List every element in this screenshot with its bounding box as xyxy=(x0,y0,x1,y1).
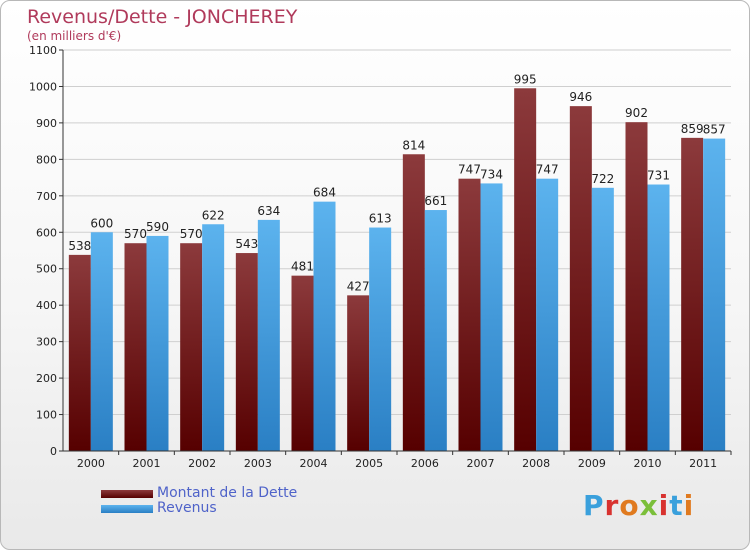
bar-dette-2008 xyxy=(514,88,537,451)
y-tick-label-900: 900 xyxy=(36,117,57,130)
data-label-revenus-2011: 857 xyxy=(703,123,726,137)
bar-revenus-2005 xyxy=(369,227,392,451)
data-label-revenus-2010: 731 xyxy=(647,169,670,183)
x-tick-label-2007: 2007 xyxy=(467,457,495,470)
bar-dette-2005 xyxy=(347,295,370,451)
bar-revenus-2011 xyxy=(703,138,726,452)
bar-revenus-2001 xyxy=(146,235,169,451)
y-tick-label-300: 300 xyxy=(36,336,57,349)
x-tick-label-2008: 2008 xyxy=(522,457,550,470)
legend-swatch-revenus xyxy=(101,505,153,513)
data-label-revenus-2001: 590 xyxy=(146,220,169,234)
y-tick-label-100: 100 xyxy=(36,409,57,422)
data-label-revenus-2009: 722 xyxy=(591,172,614,186)
legend-label-revenus: Revenus xyxy=(157,500,217,516)
x-tick-label-2004: 2004 xyxy=(300,457,328,470)
legend-label-dette: Montant de la Dette xyxy=(157,485,298,501)
data-label-revenus-2003: 634 xyxy=(257,204,280,218)
bar-dette-2000 xyxy=(68,254,91,451)
data-label-dette-2000: 538 xyxy=(68,239,91,253)
x-tick-label-2001: 2001 xyxy=(133,457,161,470)
data-label-dette-2011: 859 xyxy=(681,122,704,136)
data-label-dette-2001: 570 xyxy=(124,227,147,241)
data-label-dette-2007: 747 xyxy=(458,163,481,177)
x-tick-label-2009: 2009 xyxy=(578,457,606,470)
bar-revenus-2004 xyxy=(313,201,336,451)
y-tick-label-400: 400 xyxy=(36,299,57,312)
chart-title: Revenus/Dette - JONCHEREY xyxy=(27,6,298,28)
bar-dette-2007 xyxy=(458,178,481,451)
y-tick-label-700: 700 xyxy=(36,190,57,203)
chart-subtitle: (en milliers d'€) xyxy=(27,29,122,43)
bar-revenus-2003 xyxy=(257,219,280,451)
data-label-dette-2003: 543 xyxy=(235,237,258,251)
bar-dette-2011 xyxy=(681,137,704,451)
data-label-dette-2002: 570 xyxy=(180,227,203,241)
data-label-dette-2010: 902 xyxy=(625,106,648,120)
bar-revenus-2006 xyxy=(424,210,447,451)
y-tick-label-0: 0 xyxy=(50,445,57,458)
bar-dette-2004 xyxy=(291,275,314,451)
y-tick-label-500: 500 xyxy=(36,263,57,276)
x-tick-label-2002: 2002 xyxy=(188,457,216,470)
y-tick-label-800: 800 xyxy=(36,153,57,166)
x-tick-label-2005: 2005 xyxy=(355,457,383,470)
bar-dette-2009 xyxy=(569,106,592,451)
data-label-revenus-2008: 747 xyxy=(536,163,559,177)
x-tick-label-2006: 2006 xyxy=(411,457,439,470)
bar-revenus-2000 xyxy=(90,232,113,451)
bar-dette-2006 xyxy=(402,154,425,451)
bar-dette-2010 xyxy=(625,122,648,452)
data-label-dette-2009: 946 xyxy=(569,90,592,104)
x-tick-label-2003: 2003 xyxy=(244,457,272,470)
bar-dette-2002 xyxy=(180,243,203,451)
data-label-dette-2005: 427 xyxy=(347,279,370,293)
x-tick-label-2000: 2000 xyxy=(77,457,105,470)
data-label-revenus-2005: 613 xyxy=(369,212,392,226)
data-label-revenus-2002: 622 xyxy=(202,208,225,222)
x-tick-label-2011: 2011 xyxy=(689,457,717,470)
data-label-revenus-2006: 661 xyxy=(424,194,447,208)
bar-revenus-2008 xyxy=(536,178,559,451)
data-label-revenus-2004: 684 xyxy=(313,186,336,200)
proxiti-logo: Proxiti xyxy=(583,489,695,522)
x-tick-label-2010: 2010 xyxy=(634,457,662,470)
bar-revenus-2010 xyxy=(647,184,670,451)
data-label-dette-2006: 814 xyxy=(402,138,425,152)
bar-dette-2003 xyxy=(235,253,258,451)
y-tick-label-200: 200 xyxy=(36,372,57,385)
bar-revenus-2002 xyxy=(202,224,225,451)
y-tick-label-1100: 1100 xyxy=(29,44,57,57)
data-label-dette-2004: 481 xyxy=(291,260,314,274)
data-label-dette-2008: 995 xyxy=(514,72,537,86)
bar-revenus-2009 xyxy=(591,187,614,451)
y-tick-label-1000: 1000 xyxy=(29,80,57,93)
data-label-revenus-2000: 600 xyxy=(90,216,113,230)
y-tick-label-600: 600 xyxy=(36,226,57,239)
data-label-revenus-2007: 734 xyxy=(480,167,503,181)
bar-revenus-2007 xyxy=(480,183,503,451)
bar-dette-2001 xyxy=(124,243,147,451)
legend-swatch-dette xyxy=(101,490,153,498)
